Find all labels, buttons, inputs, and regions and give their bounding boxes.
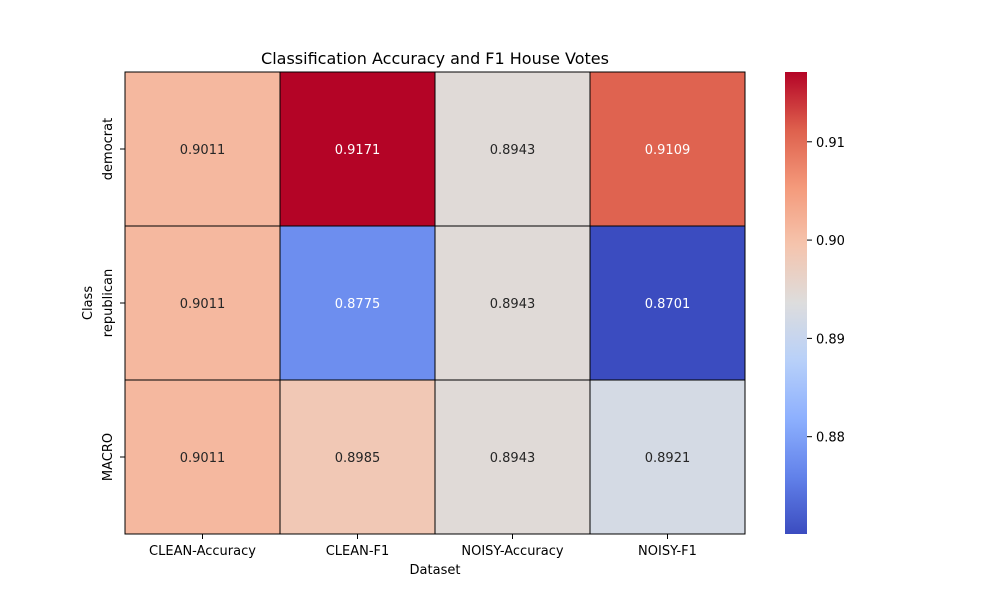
colorbar-tick-label: 0.90 xyxy=(816,234,845,249)
colorbar-tick-label: 0.88 xyxy=(816,431,845,446)
cell-value-label: 0.9011 xyxy=(180,297,226,312)
heatmap-cell xyxy=(434,71,591,227)
colorbar: 0.88 0.89 0.90 0.91 xyxy=(785,72,845,534)
colorbar-tick-label: 0.89 xyxy=(816,332,845,347)
y-tick-label: democrat xyxy=(101,118,116,180)
cell-value-label: 0.8775 xyxy=(335,297,381,312)
cell-value-label: 0.9011 xyxy=(180,143,226,158)
colorbar-tick-label: 0.91 xyxy=(816,136,845,151)
heatmap-cell xyxy=(434,225,591,381)
cell-value-label: 0.8921 xyxy=(645,451,691,466)
cell-value-label: 0.9171 xyxy=(335,143,381,158)
cell-value-label: 0.9109 xyxy=(645,143,691,158)
heatmap-cell xyxy=(279,71,436,227)
x-axis: CLEAN-Accuracy CLEAN-F1 NOISY-Accuracy NOIS… xyxy=(149,534,697,559)
heatmap-cell xyxy=(589,379,746,535)
heatmap-cells: 0.9011 0.9171 0.8943 0.9109 0.9011 0.8775 0.89… xyxy=(124,71,746,535)
cell-value-label: 0.8943 xyxy=(490,143,536,158)
x-tick-label: NOISY-F1 xyxy=(638,544,697,559)
cell-value-label: 0.8701 xyxy=(645,297,691,312)
heatmap-cell xyxy=(124,71,281,227)
x-axis-label: Dataset xyxy=(410,563,461,578)
x-tick-label: CLEAN-F1 xyxy=(326,544,390,559)
heatmap-cell xyxy=(589,225,746,381)
colorbar-gradient xyxy=(785,72,807,534)
heatmap-cell xyxy=(589,71,746,227)
chart-title: Classification Accuracy and F1 House Vot… xyxy=(261,49,609,68)
heatmap-cell xyxy=(124,225,281,381)
y-axis-label: Class xyxy=(81,286,96,320)
heatmap-cell xyxy=(279,225,436,381)
cell-value-label: 0.8985 xyxy=(335,451,381,466)
y-axis: democrat republican MACRO xyxy=(101,118,125,481)
y-tick-label: republican xyxy=(101,269,116,337)
cell-value-label: 0.8943 xyxy=(490,297,536,312)
y-tick-label: MACRO xyxy=(101,433,116,481)
heatmap-cell xyxy=(279,379,436,535)
x-tick-label: NOISY-Accuracy xyxy=(461,544,564,559)
cell-value-label: 0.9011 xyxy=(180,451,226,466)
x-tick-label: CLEAN-Accuracy xyxy=(149,544,256,559)
cell-value-label: 0.8943 xyxy=(490,451,536,466)
